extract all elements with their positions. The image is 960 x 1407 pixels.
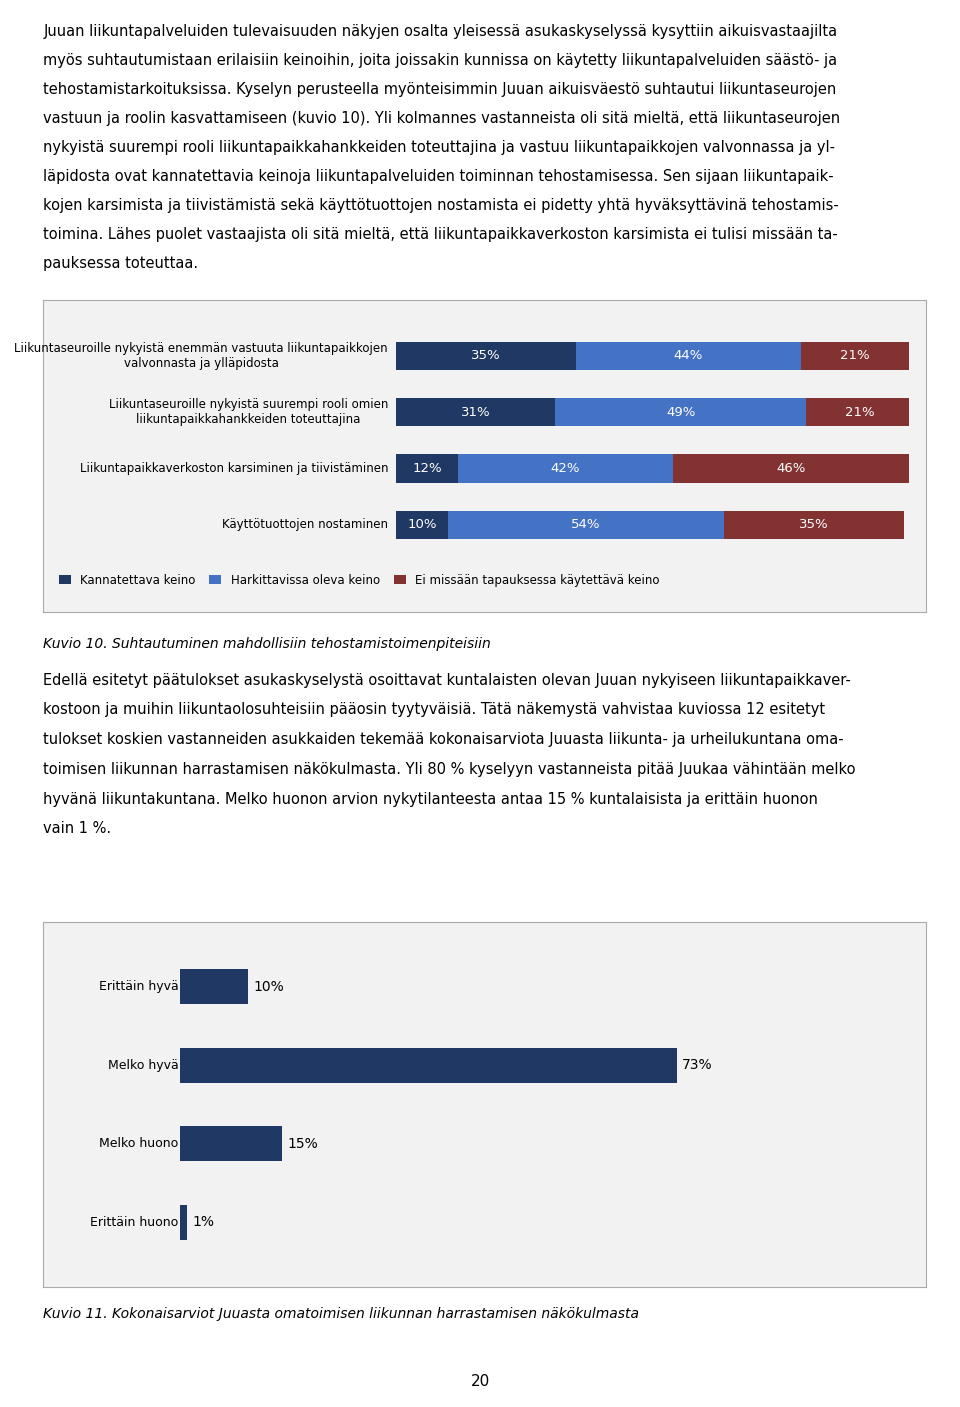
Text: nykyistä suurempi rooli liikuntapaikkahankkeiden toteuttajina ja vastuu liikunta: nykyistä suurempi rooli liikuntapaikkaha… [43,139,835,155]
Bar [180,969,248,1005]
Bar [180,1204,187,1240]
Text: 10%: 10% [407,518,437,532]
Text: vain 1 %.: vain 1 %. [43,822,111,836]
Text: Erittäin hyvä: Erittäin hyvä [99,981,179,993]
Text: tulokset koskien vastanneiden asukkaiden tekemää kokonaisarviota Juuasta liikunt: tulokset koskien vastanneiden asukkaiden… [43,732,844,747]
Text: myös suhtautumistaan erilaisiin keinoihin, joita joissakin kunnissa on käytetty : myös suhtautumistaan erilaisiin keinoihi… [43,53,837,68]
Text: pauksessa toteuttaa.: pauksessa toteuttaa. [43,256,199,272]
Bar [576,342,802,370]
Text: 20: 20 [470,1375,490,1389]
Text: 21%: 21% [845,405,875,418]
Bar [396,398,555,426]
Bar [447,511,725,539]
Text: toimina. Lähes puolet vastaajista oli sitä mieltä, että liikuntapaikkaverkoston : toimina. Lähes puolet vastaajista oli si… [43,227,838,242]
Text: 35%: 35% [471,349,501,362]
Text: 73%: 73% [682,1058,712,1072]
Text: Liikuntapaikkaverkoston karsiminen ja tiivistäminen: Liikuntapaikkaverkoston karsiminen ja ti… [80,461,388,476]
Bar [673,454,909,483]
Text: Edellä esitetyt päätulokset asukaskyselystä osoittavat kuntalaisten olevan Juuan: Edellä esitetyt päätulokset asukaskysely… [43,673,852,688]
Text: 54%: 54% [571,518,601,532]
Text: Melko huono: Melko huono [100,1137,179,1151]
Text: 35%: 35% [799,518,828,532]
Text: 44%: 44% [674,349,703,362]
Text: Erittäin huono: Erittäin huono [90,1216,179,1228]
Text: vastuun ja roolin kasvattamiseen (kuvio 10). Yli kolmannes vastanneista oli sitä: vastuun ja roolin kasvattamiseen (kuvio … [43,111,840,125]
Text: Liikuntaseuroille nykyistä enemmän vastuuta liikuntapaikkojen
valvonnasta ja yll: Liikuntaseuroille nykyistä enemmän vastu… [14,342,388,370]
Text: 49%: 49% [666,405,695,418]
Text: kostoon ja muihin liikuntaolosuhteisiin pääosin tyytyväisiä. Tätä näkemystä vahv: kostoon ja muihin liikuntaolosuhteisiin … [43,702,826,718]
Text: 10%: 10% [253,979,284,993]
Text: Käyttötuottojen nostaminen: Käyttötuottojen nostaminen [222,518,388,532]
Bar [802,342,909,370]
Bar [555,398,806,426]
Bar [180,1126,282,1161]
Text: 46%: 46% [777,461,805,476]
Text: hyvänä liikuntakuntana. Melko huonon arvion nykytilanteesta antaa 15 % kuntalais: hyvänä liikuntakuntana. Melko huonon arv… [43,792,818,806]
Text: 42%: 42% [551,461,580,476]
Text: Liikuntaseuroille nykyistä suurempi rooli omien
liikuntapaikkahankkeiden toteutt: Liikuntaseuroille nykyistä suurempi rool… [108,398,388,426]
Text: 15%: 15% [288,1137,319,1151]
Bar [396,511,447,539]
Bar [806,398,914,426]
Bar [725,511,903,539]
Bar [180,1048,677,1083]
Text: Kuvio 10. Suhtautuminen mahdollisiin tehostamistoimenpiteisiin: Kuvio 10. Suhtautuminen mahdollisiin teh… [43,637,491,651]
Text: 12%: 12% [413,461,442,476]
Text: 31%: 31% [461,405,491,418]
Bar [458,454,673,483]
Text: Juuan liikuntapalveluiden tulevaisuuden näkyjen osalta yleisessä asukaskyselyssä: Juuan liikuntapalveluiden tulevaisuuden … [43,24,837,39]
Legend: Kannatettava keino, Harkittavissa oleva keino, Ei missään tapauksessa käytettävä: Kannatettava keino, Harkittavissa oleva … [59,574,660,587]
Text: toimisen liikunnan harrastamisen näkökulmasta. Yli 80 % kyselyyn vastanneista pi: toimisen liikunnan harrastamisen näkökul… [43,763,855,777]
Text: tehostamistarkoituksissa. Kyselyn perusteella myönteisimmin Juuan aikuisväestö s: tehostamistarkoituksissa. Kyselyn perust… [43,82,836,97]
Text: Kuvio 11. Kokonaisarviot Juuasta omatoimisen liikunnan harrastamisen näkökulmast: Kuvio 11. Kokonaisarviot Juuasta omatoim… [43,1307,639,1321]
Text: läpidosta ovat kannatettavia keinoja liikuntapalveluiden toiminnan tehostamisess: läpidosta ovat kannatettavia keinoja lii… [43,169,834,184]
Bar [396,454,458,483]
Text: 21%: 21% [840,349,870,362]
Bar [396,342,576,370]
Text: 1%: 1% [192,1216,214,1230]
Text: kojen karsimista ja tiivistämistä sekä käyttötuottojen nostamista ei pidetty yht: kojen karsimista ja tiivistämistä sekä k… [43,198,839,212]
Text: Melko hyvä: Melko hyvä [108,1058,179,1072]
